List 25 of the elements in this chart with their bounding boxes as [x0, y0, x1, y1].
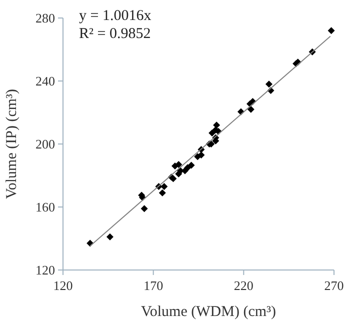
- point: [160, 183, 168, 190]
- x-tick-label: 220: [234, 278, 254, 293]
- x-axis-title: Volume (WDM) (cm³): [140, 304, 276, 320]
- point: [208, 129, 216, 136]
- y-tick-label: 200: [36, 136, 55, 152]
- y-tick-label: 280: [36, 10, 55, 26]
- point: [198, 152, 205, 159]
- annotation: y = 1.0016x: [79, 8, 152, 24]
- y-tick-label: 120: [36, 262, 55, 278]
- point: [140, 205, 148, 212]
- point: [247, 106, 254, 113]
- x-tick-label: 170: [144, 278, 164, 293]
- point: [328, 27, 335, 34]
- y-tick-label: 160: [36, 200, 55, 214]
- y-axis-title: Volume (IP) (cm³): [4, 88, 20, 200]
- annotation: R² = 0.9852: [79, 26, 151, 42]
- point: [265, 80, 272, 88]
- point: [188, 162, 195, 169]
- x-tick-label: 120: [53, 278, 73, 293]
- point: [175, 160, 182, 168]
- x-tick-label: 270: [324, 278, 344, 293]
- point: [106, 233, 114, 240]
- point: [213, 122, 220, 129]
- y-tick-label: 240: [36, 74, 55, 88]
- point: [158, 189, 166, 196]
